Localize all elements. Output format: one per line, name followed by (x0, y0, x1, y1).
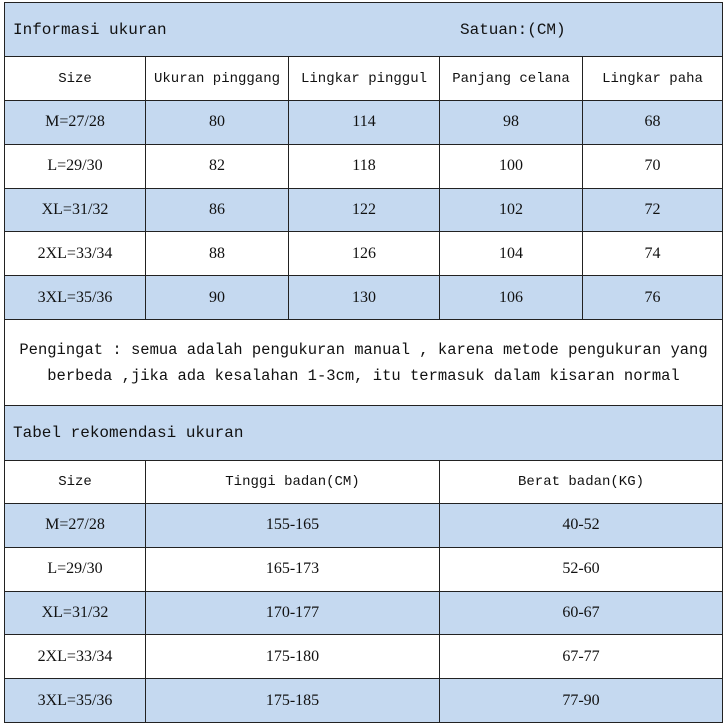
table-cell: 82 (145, 143, 289, 189)
note-line: berbeda ,jika ada kesalahan 1-3cm, itu t… (47, 366, 680, 385)
note-line: Pengingat : semua adalah pengukuran manu… (19, 340, 708, 359)
table-cell: 118 (288, 143, 440, 189)
note: Pengingat : semua adalah pengukuran manu… (4, 319, 723, 406)
table-cell: 104 (439, 231, 583, 277)
header-cell: Tinggi badan(CM) (145, 460, 440, 504)
header-cell: Panjang celana (439, 56, 583, 101)
table-cell: 155-165 (145, 503, 440, 548)
table-cell: XL=31/32 (4, 590, 146, 636)
table-cell: M=27/28 (4, 503, 146, 548)
table-cell: 76 (582, 275, 723, 320)
table-cell: 40-52 (439, 503, 723, 548)
unit-label: Satuan:(CM) (460, 20, 566, 39)
table-cell: 170-177 (145, 590, 440, 636)
table-cell: 100 (439, 143, 583, 189)
header-cell: Lingkar paha (582, 56, 723, 101)
table-cell: 77-90 (439, 678, 723, 723)
table-cell: 102 (439, 187, 583, 233)
table-cell: 74 (582, 231, 723, 277)
table-cell: 68 (582, 100, 723, 145)
table-cell: 2XL=33/34 (4, 231, 146, 277)
table-cell: 2XL=33/34 (4, 634, 146, 680)
table-cell: 165-173 (145, 546, 440, 592)
table-cell: 3XL=35/36 (4, 275, 146, 320)
table-cell: 72 (582, 187, 723, 233)
header-cell: Ukuran pinggang (145, 56, 289, 101)
table-cell: 60-67 (439, 590, 723, 636)
table-cell: 80 (145, 100, 289, 145)
table-cell: 130 (288, 275, 440, 320)
section-title: Informasi ukuran Satuan:(CM) (4, 2, 723, 57)
table-cell: 106 (439, 275, 583, 320)
header-cell: Size (4, 460, 146, 504)
table-cell: 114 (288, 100, 440, 145)
table-cell: 70 (582, 143, 723, 189)
table-cell: 67-77 (439, 634, 723, 680)
table-cell: 122 (288, 187, 440, 233)
table-cell: 52-60 (439, 546, 723, 592)
table-cell: 175-185 (145, 678, 440, 723)
table-cell: 86 (145, 187, 289, 233)
header-cell: Size (4, 56, 146, 101)
table-cell: 175-180 (145, 634, 440, 680)
header-cell: Berat badan(KG) (439, 460, 723, 504)
table-cell: 126 (288, 231, 440, 277)
section-title: Tabel rekomendasi ukuran (4, 405, 723, 461)
table-cell: 98 (439, 100, 583, 145)
table-cell: L=29/30 (4, 143, 146, 189)
table-cell: L=29/30 (4, 546, 146, 592)
table-cell: 90 (145, 275, 289, 320)
table-cell: 88 (145, 231, 289, 277)
table-cell: XL=31/32 (4, 187, 146, 233)
header-cell: Lingkar pinggul (288, 56, 440, 101)
table-cell: 3XL=35/36 (4, 678, 146, 723)
table-cell: M=27/28 (4, 100, 146, 145)
section-title-text: Informasi ukuran (13, 20, 167, 39)
